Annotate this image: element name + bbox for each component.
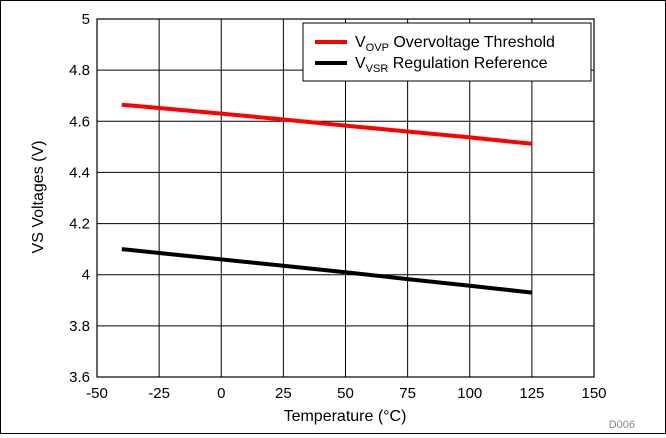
x-axis-title: Temperature (°C) <box>284 408 407 425</box>
y-tick-label: 3.6 <box>69 369 90 386</box>
x-tick-label: 100 <box>457 385 482 402</box>
x-tick-label: 150 <box>581 385 606 402</box>
series-line-1 <box>121 102 533 146</box>
plot-area-border <box>96 18 595 378</box>
y-tick-labels: 3.6 3.8 4 4.2 4.4 4.6 4.8 5 <box>69 11 90 386</box>
y-tick-label: 4.2 <box>69 216 90 233</box>
x-tick-label: -25 <box>148 385 170 402</box>
y-tick-label: 4.6 <box>69 113 90 130</box>
y-tick-label: 5 <box>82 11 90 28</box>
series-lines <box>121 102 533 295</box>
y-tick-label: 3.8 <box>69 318 90 335</box>
series-line-2 <box>121 247 533 295</box>
y-axis-title: VS Voltages (V) <box>30 141 47 254</box>
y-tick-label: 4 <box>82 267 90 284</box>
x-tick-labels: -50 -25 0 25 50 75 100 125 150 <box>86 385 606 402</box>
x-tick-label: 0 <box>217 385 225 402</box>
x-tick-label: 75 <box>399 385 416 402</box>
y-tick-label: 4.8 <box>69 62 90 79</box>
legend-label-1: VOVP Overvoltage Threshold <box>355 34 555 54</box>
y-tick-label: 4.4 <box>69 164 90 181</box>
legend-box <box>302 22 592 82</box>
legend-label-2: VVSR Regulation Reference <box>355 55 548 75</box>
x-tick-label: -50 <box>86 385 108 402</box>
x-tick-label: 50 <box>337 385 354 402</box>
x-tick-label: 125 <box>519 385 544 402</box>
x-tick-label: 25 <box>275 385 292 402</box>
figure-code: D006 <box>609 419 635 431</box>
